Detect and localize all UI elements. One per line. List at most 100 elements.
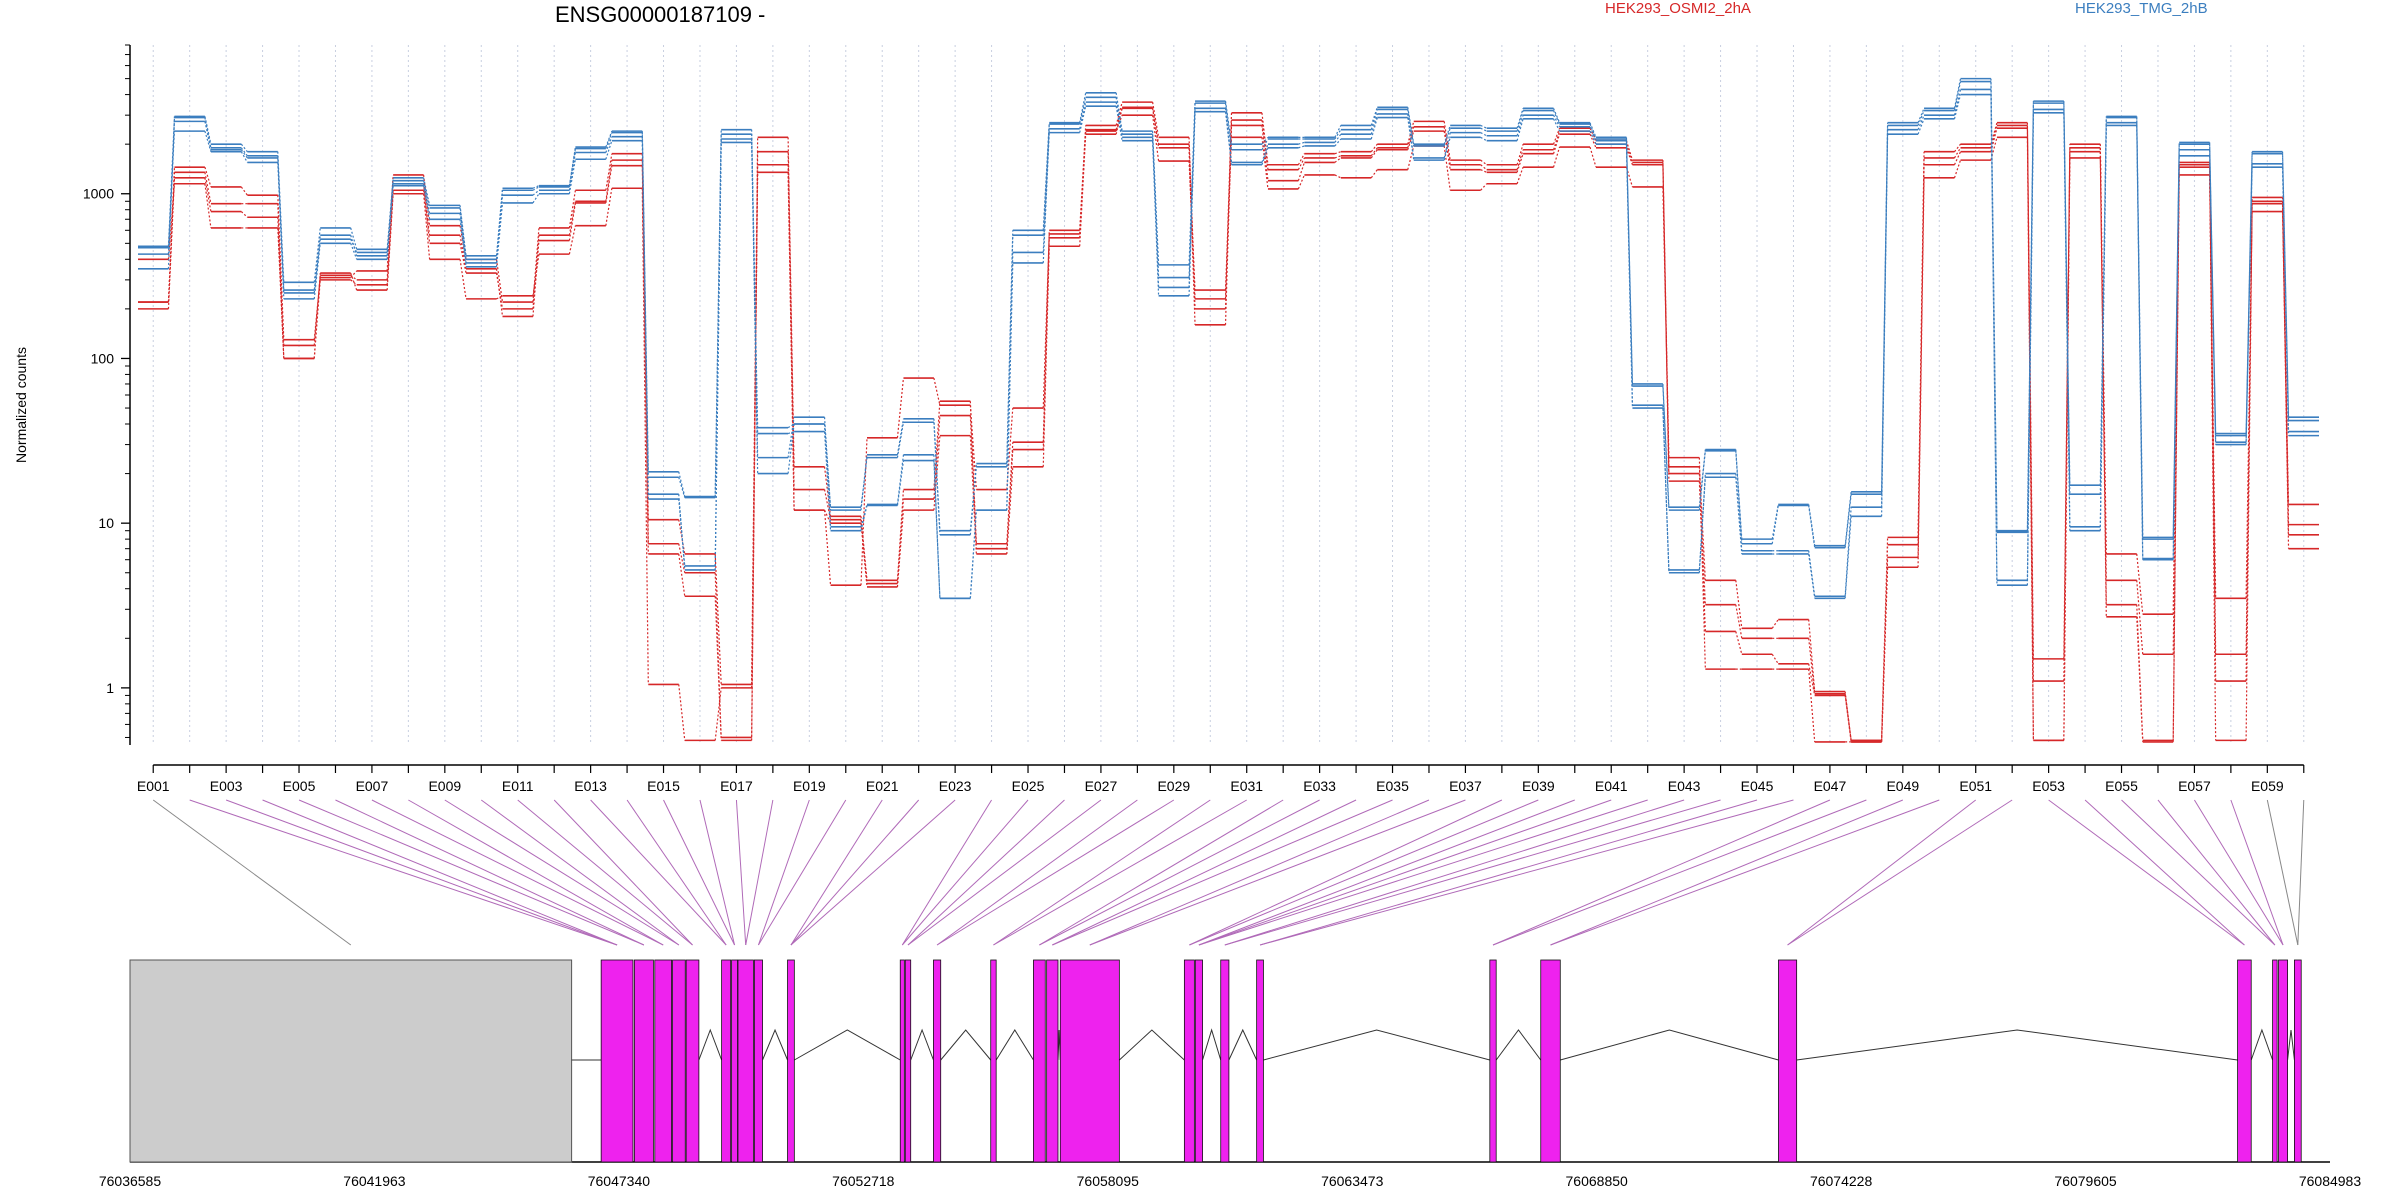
series-connector xyxy=(2063,112,2071,531)
series-connector xyxy=(423,180,431,209)
series-connector xyxy=(2063,157,2071,741)
series-connector xyxy=(2209,155,2217,445)
series-connector xyxy=(1370,113,1378,135)
series-connector xyxy=(2281,167,2290,436)
series-connector xyxy=(1152,140,1160,296)
series-connector xyxy=(204,166,212,188)
series-connector xyxy=(751,172,759,688)
series-connector xyxy=(1334,133,1342,143)
series-connector xyxy=(1516,166,1524,184)
series-connector xyxy=(2209,167,2217,741)
series-connector xyxy=(1808,553,1816,599)
series-connector xyxy=(2136,125,2144,559)
exon-connector xyxy=(907,799,1065,946)
y-tick-label: 10 xyxy=(98,515,114,531)
series-connector xyxy=(495,195,504,264)
x-tick-label: E017 xyxy=(720,778,753,794)
series-connector xyxy=(1006,230,1014,464)
exon-block xyxy=(753,959,763,1163)
series-connector xyxy=(605,132,613,149)
genome-tick-label: 76068850 xyxy=(1566,1173,1629,1189)
genome-tick-label: 76052718 xyxy=(832,1173,895,1189)
y-tick-label: 1 xyxy=(106,680,114,696)
series-connector xyxy=(1953,78,1962,109)
series-connector xyxy=(1625,147,1634,165)
series-connector xyxy=(1334,157,1342,163)
series-connector xyxy=(1480,159,1488,166)
exon-connector xyxy=(790,799,883,946)
series-connector xyxy=(1953,94,1962,119)
series-connector xyxy=(787,430,795,435)
exon-connector xyxy=(1259,799,1758,946)
x-tick-label: E055 xyxy=(2105,778,2138,794)
series-connector xyxy=(2099,125,2107,531)
gene-model: 76036585 76041963 76047340 76052718 76058095… xyxy=(99,959,2361,1189)
series-connector xyxy=(568,152,576,191)
series-connector xyxy=(678,684,686,741)
series-connector xyxy=(714,129,722,497)
exon-connector xyxy=(1224,799,1721,946)
series-connector xyxy=(2281,201,2290,535)
series-connector xyxy=(459,243,467,274)
series-connector xyxy=(1662,383,1670,508)
series-connector xyxy=(386,185,394,260)
series-connector xyxy=(1188,144,1196,309)
series-connector xyxy=(823,431,832,531)
exon-connector xyxy=(480,799,680,946)
series-connector xyxy=(1698,450,1706,511)
series-connector xyxy=(568,202,576,241)
genome-tick-label: 76063473 xyxy=(1321,1173,1384,1189)
series-connector xyxy=(313,235,321,291)
series-connector xyxy=(1589,146,1597,168)
series-connector xyxy=(1516,143,1524,165)
series-connector xyxy=(933,377,941,406)
series-connector xyxy=(714,687,722,741)
series-connector xyxy=(1589,122,1597,138)
series-connector xyxy=(2245,201,2253,655)
series-connector xyxy=(1079,97,1087,125)
exon-block xyxy=(2272,959,2278,1163)
series-connector xyxy=(1771,619,1779,629)
series-connector xyxy=(1735,449,1743,540)
exon-connector xyxy=(993,799,1211,946)
exon-block xyxy=(899,959,905,1163)
exon-connector xyxy=(2266,799,2299,946)
intron-line xyxy=(995,1029,1034,1061)
series-connector xyxy=(350,243,358,260)
y-tick-label: 1000 xyxy=(83,186,114,202)
series-connector xyxy=(2063,147,2071,659)
series-connector xyxy=(1297,174,1305,190)
series-connector xyxy=(532,193,540,204)
series-connector xyxy=(1954,143,1961,153)
series-connector xyxy=(1917,177,1925,568)
series-connector xyxy=(714,553,722,685)
series-connector xyxy=(1552,127,1561,145)
series-connector xyxy=(933,422,941,535)
series-blue-7 xyxy=(138,93,2319,600)
series-connector xyxy=(1735,604,1743,639)
series-connector xyxy=(1042,246,1050,467)
series-connector xyxy=(1042,233,1050,409)
series-connector xyxy=(605,136,613,153)
series-connector xyxy=(823,417,832,511)
exon-connector xyxy=(758,799,847,946)
series-connector xyxy=(1443,128,1451,147)
series-connector xyxy=(2136,553,2144,615)
exon-connector xyxy=(152,799,352,946)
exon-connector xyxy=(1787,799,2013,946)
series-connector xyxy=(532,254,540,296)
series-connector xyxy=(532,185,540,189)
series-connector xyxy=(1334,151,1342,155)
series-connector xyxy=(313,227,321,283)
series-connector xyxy=(1152,108,1160,148)
series-connector xyxy=(204,130,212,152)
series-connector xyxy=(714,134,722,498)
series-connector xyxy=(1115,92,1123,132)
series-connector xyxy=(1516,114,1524,136)
x-tick-label: E033 xyxy=(1303,778,1336,794)
exon-connector xyxy=(1052,799,1393,946)
genome-tick-label: 76041963 xyxy=(343,1173,406,1189)
exon-connector xyxy=(2121,799,2276,946)
series-connector xyxy=(678,553,686,597)
exon-connector xyxy=(553,799,693,946)
